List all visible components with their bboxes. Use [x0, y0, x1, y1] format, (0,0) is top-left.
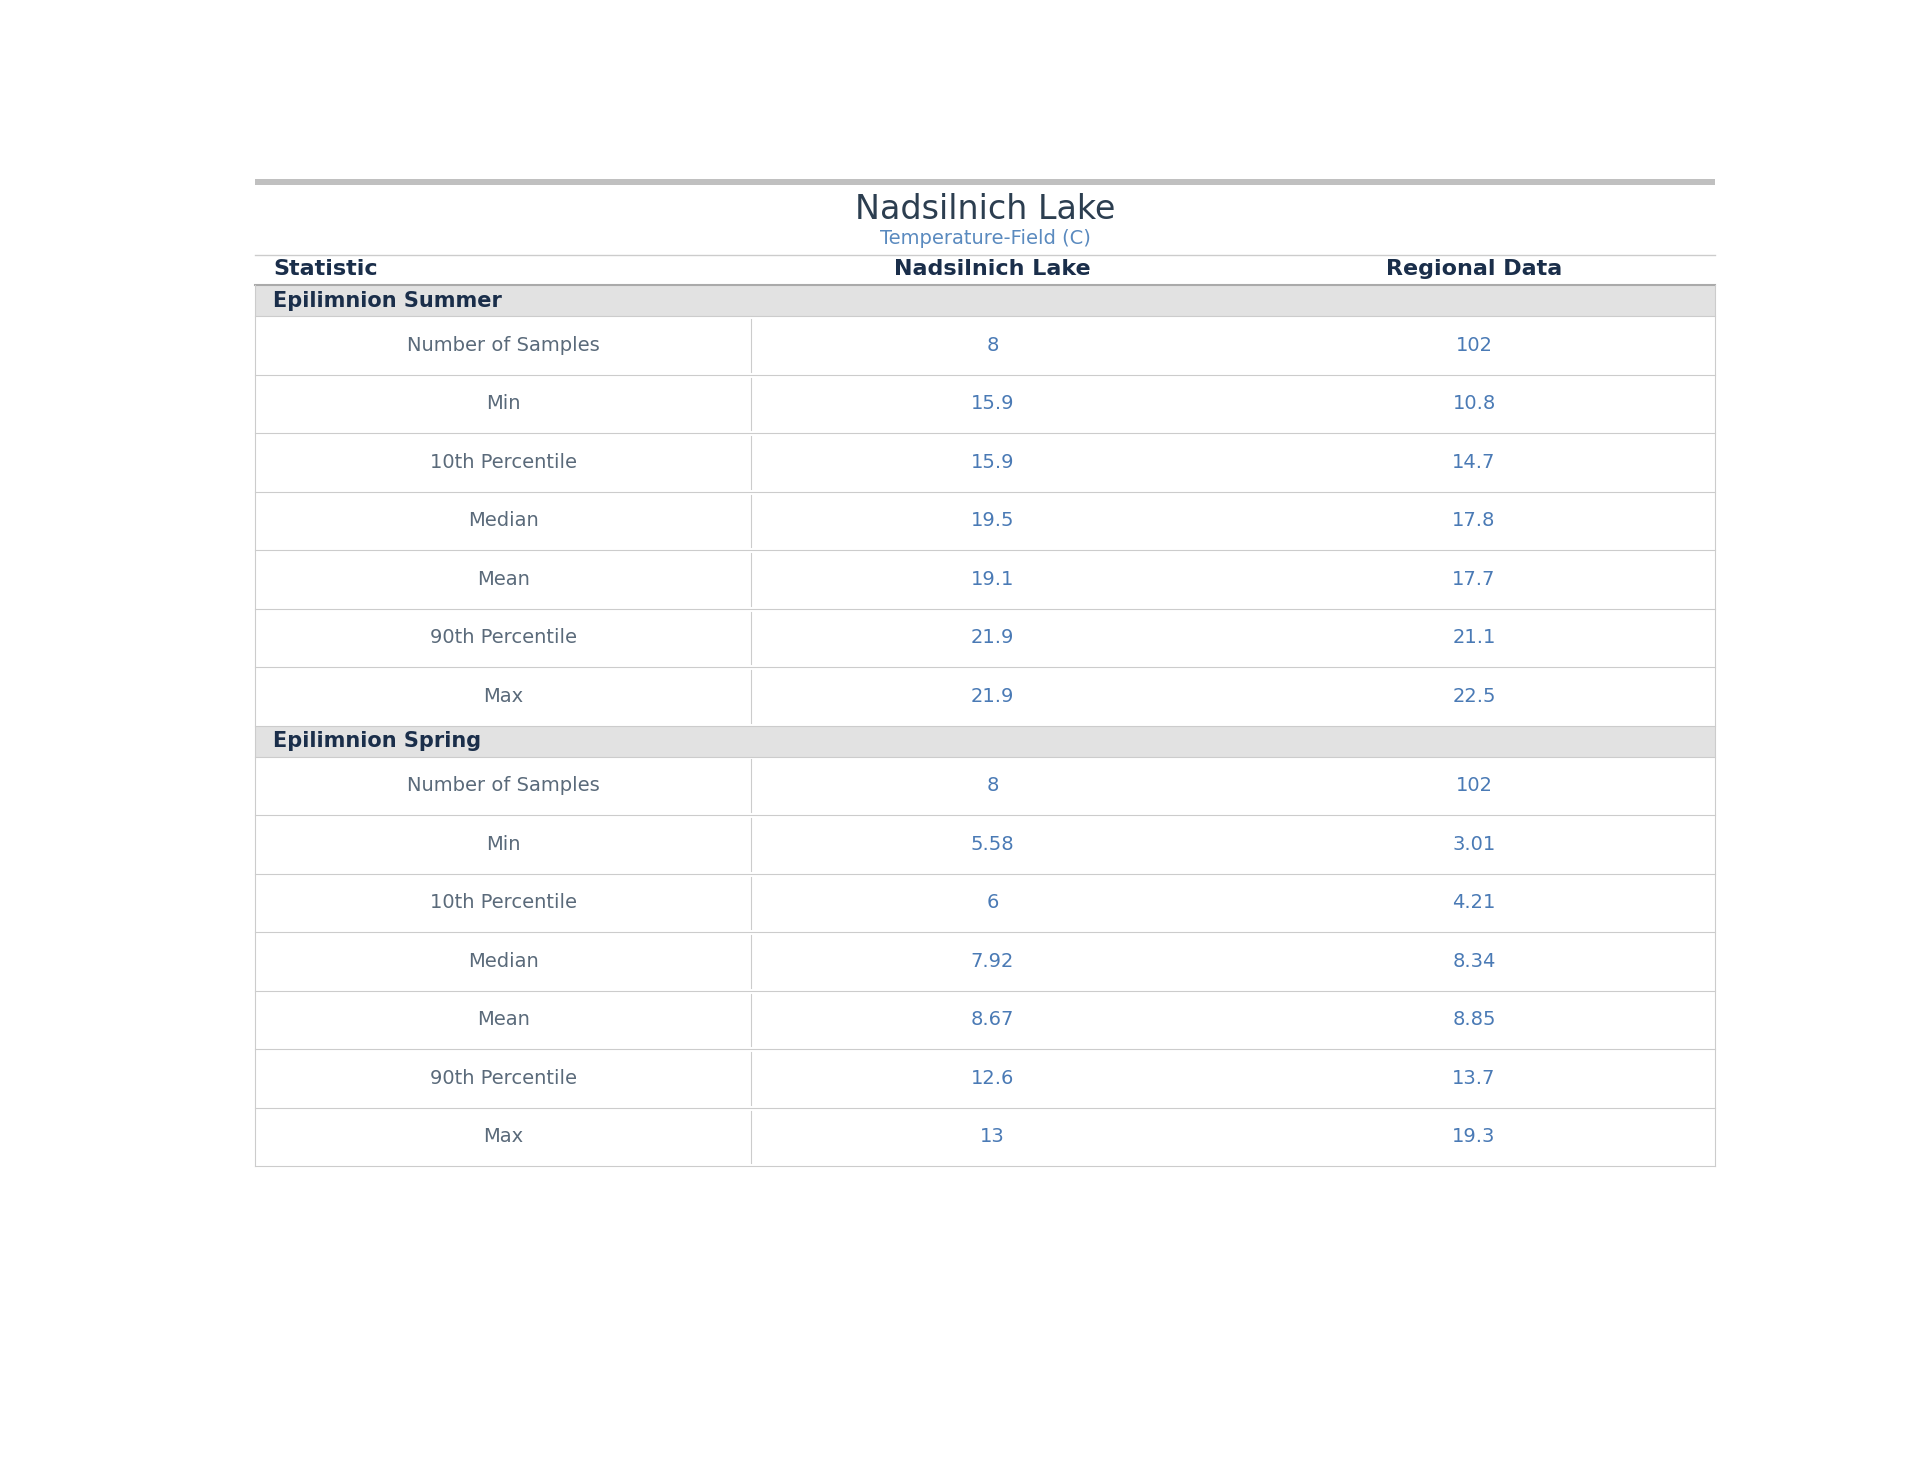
Text: 14.7: 14.7 — [1453, 453, 1495, 472]
Text: 10.8: 10.8 — [1453, 394, 1495, 413]
Text: 19.3: 19.3 — [1453, 1127, 1495, 1146]
FancyBboxPatch shape — [256, 873, 1714, 931]
FancyBboxPatch shape — [256, 931, 1714, 991]
Text: 6: 6 — [986, 894, 999, 912]
FancyBboxPatch shape — [256, 317, 1714, 375]
FancyBboxPatch shape — [256, 991, 1714, 1050]
Text: 19.5: 19.5 — [971, 511, 1015, 530]
Text: 13.7: 13.7 — [1453, 1069, 1495, 1088]
Text: 17.7: 17.7 — [1453, 569, 1495, 588]
Text: Temperature-Field (C): Temperature-Field (C) — [880, 229, 1090, 248]
Text: Epilimnion Summer: Epilimnion Summer — [273, 291, 502, 311]
FancyBboxPatch shape — [256, 609, 1714, 667]
FancyBboxPatch shape — [256, 550, 1714, 609]
FancyBboxPatch shape — [256, 285, 1714, 317]
Text: Median: Median — [467, 952, 538, 971]
Text: 5.58: 5.58 — [971, 835, 1015, 854]
Text: 8: 8 — [986, 777, 999, 796]
Text: Min: Min — [486, 394, 521, 413]
FancyBboxPatch shape — [256, 667, 1714, 726]
Text: 8.85: 8.85 — [1453, 1010, 1495, 1029]
FancyBboxPatch shape — [256, 756, 1714, 815]
FancyBboxPatch shape — [256, 1108, 1714, 1167]
Text: Mean: Mean — [477, 1010, 530, 1029]
Text: 3.01: 3.01 — [1453, 835, 1495, 854]
Text: 90th Percentile: 90th Percentile — [431, 628, 577, 647]
Text: 13: 13 — [980, 1127, 1005, 1146]
Text: Min: Min — [486, 835, 521, 854]
Text: 19.1: 19.1 — [971, 569, 1015, 588]
Text: Statistic: Statistic — [273, 258, 377, 279]
FancyBboxPatch shape — [256, 434, 1714, 492]
Text: Mean: Mean — [477, 569, 530, 588]
Text: Number of Samples: Number of Samples — [407, 336, 600, 355]
Text: 10th Percentile: 10th Percentile — [431, 894, 577, 912]
Text: Max: Max — [482, 1127, 523, 1146]
Text: Number of Samples: Number of Samples — [407, 777, 600, 796]
Text: Median: Median — [467, 511, 538, 530]
Text: 21.9: 21.9 — [971, 688, 1015, 707]
Text: Nadsilnich Lake: Nadsilnich Lake — [855, 193, 1115, 226]
FancyBboxPatch shape — [256, 815, 1714, 873]
FancyBboxPatch shape — [256, 180, 1714, 185]
FancyBboxPatch shape — [256, 375, 1714, 434]
Text: Nadsilnich Lake: Nadsilnich Lake — [894, 258, 1090, 279]
Text: 7.92: 7.92 — [971, 952, 1015, 971]
FancyBboxPatch shape — [256, 492, 1714, 550]
Text: Epilimnion Spring: Epilimnion Spring — [273, 731, 480, 750]
Text: 12.6: 12.6 — [971, 1069, 1015, 1088]
Text: 102: 102 — [1455, 777, 1493, 796]
Text: 8.34: 8.34 — [1453, 952, 1495, 971]
Text: 8: 8 — [986, 336, 999, 355]
FancyBboxPatch shape — [256, 726, 1714, 756]
Text: 17.8: 17.8 — [1453, 511, 1495, 530]
Text: 21.9: 21.9 — [971, 628, 1015, 647]
FancyBboxPatch shape — [256, 1050, 1714, 1108]
Text: 102: 102 — [1455, 336, 1493, 355]
Text: Max: Max — [482, 688, 523, 707]
Text: Regional Data: Regional Data — [1386, 258, 1563, 279]
Text: 22.5: 22.5 — [1453, 688, 1495, 707]
Text: 90th Percentile: 90th Percentile — [431, 1069, 577, 1088]
Text: 10th Percentile: 10th Percentile — [431, 453, 577, 472]
Text: 8.67: 8.67 — [971, 1010, 1015, 1029]
Text: 4.21: 4.21 — [1453, 894, 1495, 912]
Text: 15.9: 15.9 — [971, 394, 1015, 413]
Text: 15.9: 15.9 — [971, 453, 1015, 472]
Text: 21.1: 21.1 — [1453, 628, 1495, 647]
